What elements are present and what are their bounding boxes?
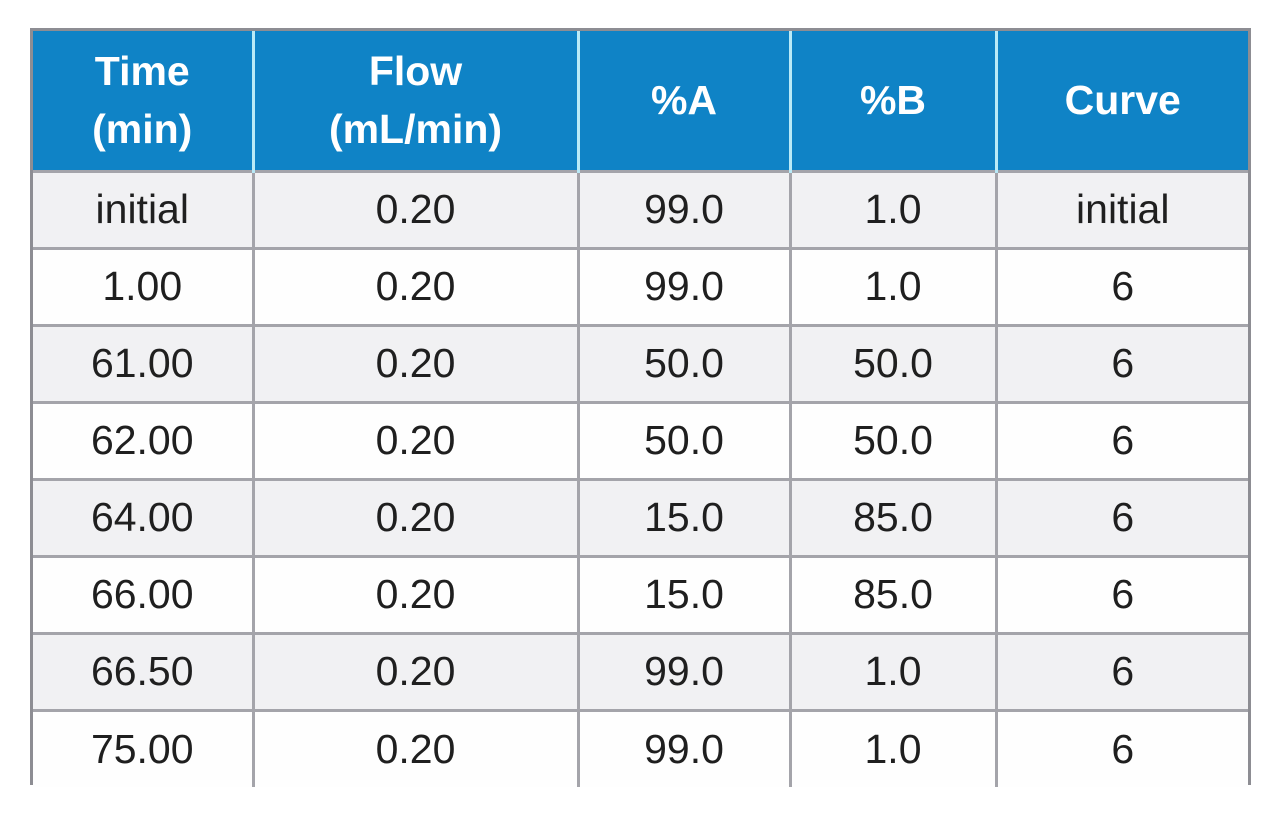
column-header-percent-a: %A [576, 31, 790, 171]
table-cell-curve: 6 [994, 246, 1248, 325]
table-row: 1.00 0.20 99.0 1.0 6 [33, 246, 1248, 325]
table-cell-percent-a: 99.0 [576, 169, 790, 248]
table-row: 66.50 0.20 99.0 1.0 6 [33, 631, 1248, 710]
table-cell-percent-a: 50.0 [576, 400, 790, 479]
table-body: initial 0.20 99.0 1.0 initial 1.00 0.20 … [33, 169, 1248, 787]
table-cell-percent-b: 85.0 [788, 477, 996, 556]
table-cell-percent-b: 50.0 [788, 323, 996, 402]
table-row: 61.00 0.20 50.0 50.0 6 [33, 323, 1248, 402]
table-cell-percent-b: 85.0 [788, 554, 996, 633]
table-row: 66.00 0.20 15.0 85.0 6 [33, 554, 1248, 633]
table-cell-time: initial [33, 169, 253, 248]
table-cell-percent-a: 50.0 [576, 323, 790, 402]
table-cell-percent-b: 50.0 [788, 400, 996, 479]
table-cell-percent-a: 99.0 [576, 708, 790, 787]
table-cell-time: 1.00 [33, 246, 253, 325]
table-cell-time: 62.00 [33, 400, 253, 479]
table-cell-percent-b: 1.0 [788, 169, 996, 248]
table-cell-flow: 0.20 [251, 323, 578, 402]
header-row: Time (min) Flow (mL/min) %A %B Curve [33, 31, 1248, 171]
table-cell-flow: 0.20 [251, 169, 578, 248]
column-header-time: Time (min) [33, 31, 253, 171]
table-cell-percent-a: 99.0 [576, 246, 790, 325]
table-row: 75.00 0.20 99.0 1.0 6 [33, 708, 1248, 787]
table-cell-percent-a: 15.0 [576, 554, 790, 633]
column-header-curve: Curve [994, 31, 1248, 171]
table-cell-curve: 6 [994, 554, 1248, 633]
table-cell-percent-b: 1.0 [788, 246, 996, 325]
table-cell-curve: 6 [994, 323, 1248, 402]
table-cell-flow: 0.20 [251, 477, 578, 556]
table-cell-flow: 0.20 [251, 554, 578, 633]
table-cell-percent-a: 99.0 [576, 631, 790, 710]
column-header-percent-b: %B [788, 31, 996, 171]
table-row: 62.00 0.20 50.0 50.0 6 [33, 400, 1248, 479]
table-cell-time: 64.00 [33, 477, 253, 556]
table-cell-time: 75.00 [33, 708, 253, 787]
gradient-table: Time (min) Flow (mL/min) %A %B Curve ini… [30, 28, 1251, 787]
table-cell-curve: 6 [994, 708, 1248, 787]
table-cell-percent-b: 1.0 [788, 708, 996, 787]
table-cell-time: 66.00 [33, 554, 253, 633]
table-cell-flow: 0.20 [251, 400, 578, 479]
gradient-method-table: Time (min) Flow (mL/min) %A %B Curve ini… [33, 31, 1248, 787]
table-cell-curve: initial [994, 169, 1248, 248]
table-cell-time: 66.50 [33, 631, 253, 710]
table-cell-flow: 0.20 [251, 246, 578, 325]
table-cell-flow: 0.20 [251, 708, 578, 787]
table-cell-curve: 6 [994, 400, 1248, 479]
table-row: 64.00 0.20 15.0 85.0 6 [33, 477, 1248, 556]
column-header-flow: Flow (mL/min) [251, 31, 578, 171]
table-row: initial 0.20 99.0 1.0 initial [33, 169, 1248, 248]
table-cell-curve: 6 [994, 631, 1248, 710]
table-cell-percent-b: 1.0 [788, 631, 996, 710]
table-header: Time (min) Flow (mL/min) %A %B Curve [33, 31, 1248, 171]
table-cell-percent-a: 15.0 [576, 477, 790, 556]
table-cell-flow: 0.20 [251, 631, 578, 710]
table-cell-curve: 6 [994, 477, 1248, 556]
table-cell-time: 61.00 [33, 323, 253, 402]
